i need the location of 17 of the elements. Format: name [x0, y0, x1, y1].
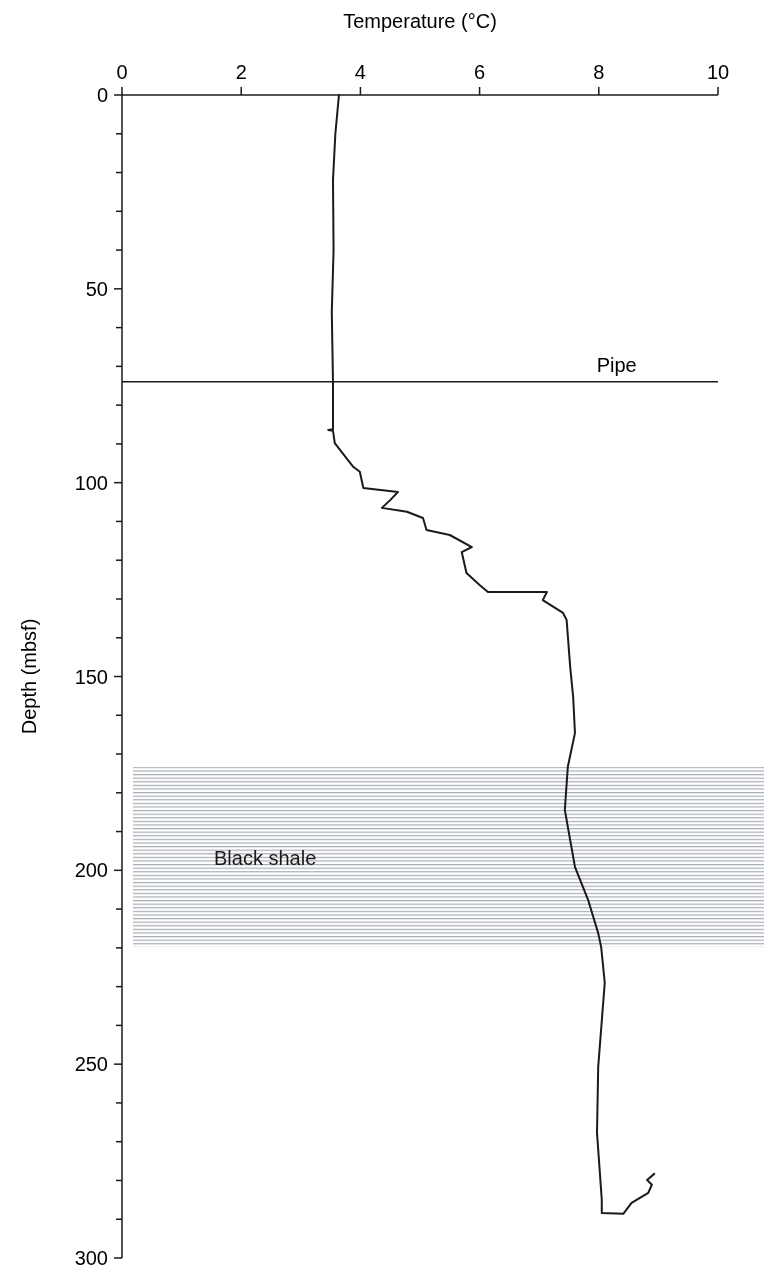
y-tick-label: 0	[96, 84, 108, 106]
x-tick-label: 4	[354, 61, 366, 83]
y-tick-label: 100	[74, 471, 108, 494]
x-tick-label: 10	[706, 61, 730, 83]
y-tick-label: 250	[74, 1053, 108, 1076]
x-axis-title: Temperature (°C)	[343, 10, 497, 32]
y-tick-label: 150	[74, 665, 108, 688]
x-tick-label: 0	[116, 61, 128, 83]
band-label: Black shale	[214, 846, 317, 869]
y-axis-title: Depth (mbsf)	[18, 618, 40, 735]
x-tick-label: 2	[235, 61, 247, 83]
y-tick-label: 300	[74, 1247, 108, 1269]
y-tick-label: 200	[74, 859, 108, 882]
y-tick-label: 50	[85, 277, 108, 300]
ref-line-label: Pipe	[596, 353, 637, 376]
x-tick-label: 6	[474, 61, 486, 83]
x-tick-label: 8	[593, 61, 605, 83]
